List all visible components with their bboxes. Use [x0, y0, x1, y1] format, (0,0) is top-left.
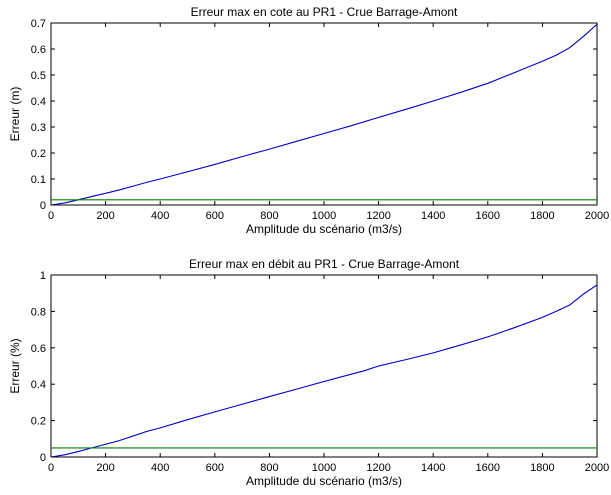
y-tick-label: 0.7 [31, 18, 46, 30]
x-tick-label: 1400 [421, 462, 445, 474]
x-tick-label: 800 [260, 462, 278, 474]
series-line-error [51, 23, 597, 205]
y-tick-label: 0.1 [31, 174, 46, 186]
y-tick-label: 0 [40, 200, 46, 212]
x-tick-label: 200 [96, 210, 114, 222]
plot-area [50, 22, 598, 206]
x-tick-label: 1200 [366, 462, 390, 474]
y-tick-label: 0.3 [31, 122, 46, 134]
series-line-error [51, 284, 597, 457]
y-tick-label: 1 [40, 270, 46, 282]
x-tick-label: 2000 [585, 462, 609, 474]
x-tick-label: 800 [260, 210, 278, 222]
x-tick-label: 1600 [476, 210, 500, 222]
x-tick-label: 1800 [530, 462, 554, 474]
y-tick-label: 0.2 [31, 416, 46, 428]
x-tick-label: 400 [151, 210, 169, 222]
y-tick-label: 0.6 [31, 343, 46, 355]
plot-area [50, 274, 598, 458]
chart-title: Erreur max en débit au PR1 - Crue Barrag… [189, 257, 460, 271]
x-axis-label: Amplitude du scénario (m3/s) [246, 474, 402, 488]
x-tick-label: 1000 [312, 210, 336, 222]
x-tick-label: 600 [206, 210, 224, 222]
x-tick-label: 1600 [476, 462, 500, 474]
x-tick-label: 1800 [530, 210, 554, 222]
y-axis-label: Erreur (%) [8, 338, 22, 393]
x-tick-label: 1400 [421, 210, 445, 222]
chart-erreur-cote: 0 200 400 600 800 1000 1200 1400 1600 1800 2000 0 0.… [8, 5, 609, 236]
x-tick-label: 1000 [312, 462, 336, 474]
y-tick-label: 0.4 [31, 379, 46, 391]
x-tick-label: 0 [48, 462, 54, 474]
x-tick-label: 1200 [366, 210, 390, 222]
y-tick-label: 0 [40, 452, 46, 464]
y-tick-label: 0.5 [31, 70, 46, 82]
y-tick-label: 0.8 [31, 306, 46, 318]
y-tick-label: 0.6 [31, 44, 46, 56]
chart-erreur-debit: 0 200 400 600 800 1000 1200 1400 1600 1800 2000 0 0.… [8, 257, 609, 488]
x-tick-label: 0 [48, 210, 54, 222]
chart-title: Erreur max en cote au PR1 - Crue Barrage… [191, 5, 458, 19]
x-tick-label: 200 [96, 462, 114, 474]
y-tick-label: 0.2 [31, 148, 46, 160]
x-tick-label: 600 [206, 462, 224, 474]
x-tick-label: 400 [151, 462, 169, 474]
x-axis-label: Amplitude du scénario (m3/s) [246, 222, 402, 236]
x-tick-label: 2000 [585, 210, 609, 222]
y-axis-label: Erreur (m) [8, 87, 22, 142]
y-tick-label: 0.4 [31, 96, 46, 108]
